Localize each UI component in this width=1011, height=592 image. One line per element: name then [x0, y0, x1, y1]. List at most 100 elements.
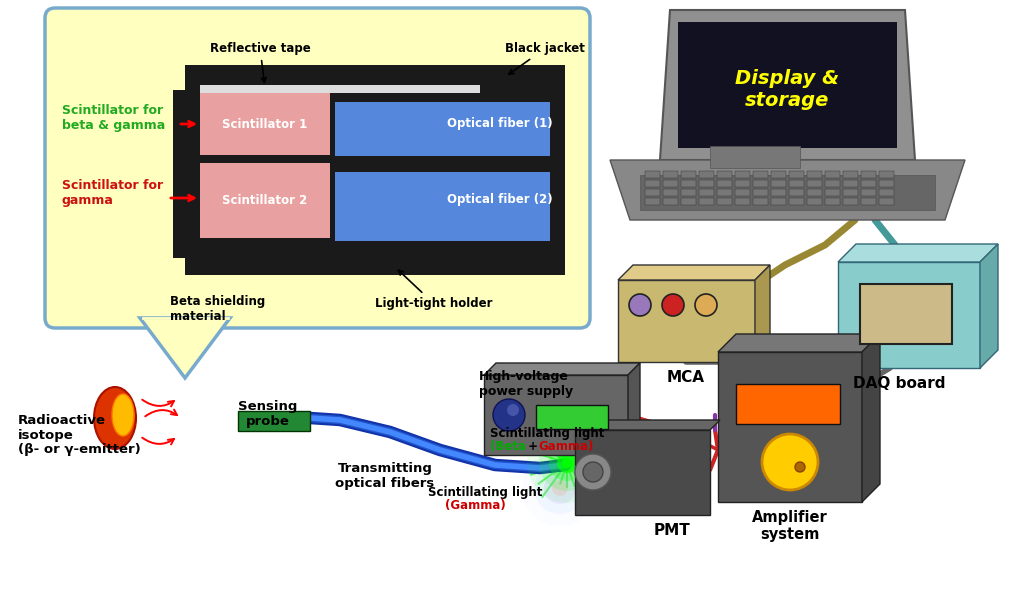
Polygon shape — [754, 265, 769, 362]
Circle shape — [761, 434, 817, 490]
Text: High-voltage
power supply: High-voltage power supply — [478, 370, 572, 398]
Bar — [200, 85, 479, 93]
Bar — [574, 430, 710, 515]
Text: (Beta: (Beta — [489, 440, 526, 453]
Bar — [644, 171, 659, 178]
Circle shape — [527, 423, 607, 503]
Bar — [752, 198, 767, 205]
Bar — [735, 384, 839, 424]
Circle shape — [492, 399, 525, 431]
Bar — [200, 163, 330, 238]
Bar — [716, 198, 731, 205]
Circle shape — [629, 294, 650, 316]
Bar — [173, 90, 197, 258]
Bar — [644, 180, 659, 187]
Bar — [680, 171, 696, 178]
Bar — [662, 171, 677, 178]
Bar — [200, 93, 330, 155]
Bar — [734, 189, 749, 196]
Bar — [789, 180, 803, 187]
Bar — [860, 180, 876, 187]
Circle shape — [522, 450, 598, 526]
Text: Optical fiber (2): Optical fiber (2) — [447, 194, 552, 207]
Bar — [536, 405, 608, 429]
Circle shape — [534, 462, 585, 514]
Bar — [752, 171, 767, 178]
Bar — [680, 180, 696, 187]
Bar — [770, 171, 786, 178]
Polygon shape — [610, 160, 964, 220]
Polygon shape — [574, 420, 719, 430]
Bar — [806, 171, 821, 178]
Circle shape — [551, 480, 567, 496]
Bar — [680, 198, 696, 205]
Bar — [335, 102, 549, 158]
Text: Gamma): Gamma) — [538, 440, 592, 453]
Polygon shape — [717, 334, 880, 352]
Bar — [618, 280, 754, 362]
Polygon shape — [979, 244, 997, 368]
Bar — [770, 189, 786, 196]
Text: Transmitting
optical fibers: Transmitting optical fibers — [335, 462, 434, 490]
Text: Scintillating light: Scintillating light — [428, 486, 542, 499]
Circle shape — [582, 462, 603, 482]
Circle shape — [539, 435, 594, 491]
Bar — [639, 175, 934, 210]
Polygon shape — [659, 10, 914, 160]
Bar — [200, 156, 554, 163]
Bar — [677, 22, 896, 148]
Bar — [842, 171, 857, 178]
Text: (Gamma): (Gamma) — [445, 499, 506, 512]
Bar — [789, 189, 803, 196]
Polygon shape — [483, 363, 639, 375]
Bar — [662, 198, 677, 205]
Text: Scintillator for
beta & gamma: Scintillator for beta & gamma — [62, 104, 165, 132]
Polygon shape — [618, 265, 769, 280]
Text: Beta shielding
material: Beta shielding material — [170, 295, 265, 323]
Ellipse shape — [94, 387, 135, 449]
Bar — [644, 189, 659, 196]
Text: Scintillator for
gamma: Scintillator for gamma — [62, 179, 163, 207]
Bar — [335, 172, 549, 241]
Circle shape — [795, 462, 804, 472]
Bar — [860, 189, 876, 196]
Bar — [717, 352, 861, 502]
Text: Amplifier
system: Amplifier system — [751, 510, 827, 542]
Ellipse shape — [112, 394, 133, 436]
Text: Radioactive
isotope
(β- or γ-emitter): Radioactive isotope (β- or γ-emitter) — [18, 413, 141, 456]
Bar — [662, 180, 677, 187]
Bar — [824, 198, 839, 205]
Circle shape — [548, 445, 584, 481]
Circle shape — [507, 404, 519, 416]
Bar — [860, 198, 876, 205]
Bar — [716, 180, 731, 187]
Bar — [483, 375, 628, 455]
Text: +: + — [524, 440, 542, 453]
Bar — [716, 171, 731, 178]
Bar — [752, 189, 767, 196]
Text: Display &
storage: Display & storage — [734, 69, 838, 111]
Bar — [789, 198, 803, 205]
Text: DAQ board: DAQ board — [852, 376, 944, 391]
Bar — [699, 198, 714, 205]
Bar — [716, 189, 731, 196]
Circle shape — [556, 453, 576, 473]
Polygon shape — [140, 318, 229, 378]
Bar — [699, 189, 714, 196]
Bar — [879, 198, 893, 205]
Bar — [662, 189, 677, 196]
Polygon shape — [861, 334, 880, 502]
Text: Optical fiber (1): Optical fiber (1) — [447, 117, 552, 130]
Bar — [879, 180, 893, 187]
Text: Black jacket: Black jacket — [504, 42, 584, 75]
Bar — [770, 198, 786, 205]
Circle shape — [561, 458, 571, 468]
Bar — [842, 189, 857, 196]
Text: Scintillator 2: Scintillator 2 — [222, 194, 307, 207]
Bar — [238, 411, 309, 431]
Bar — [806, 198, 821, 205]
Bar — [710, 146, 800, 168]
Bar — [837, 262, 979, 368]
Text: Scintillating light: Scintillating light — [489, 427, 604, 440]
Bar — [734, 171, 749, 178]
